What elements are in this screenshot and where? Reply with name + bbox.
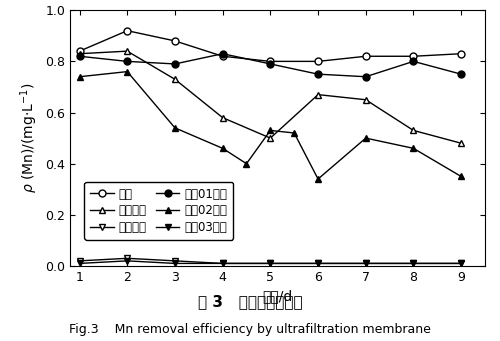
Legend: 原水, 曝气出水, 砂滤出水, 工色01出水, 工色02出水, 工色03出水: 原水, 曝气出水, 砂滤出水, 工色01出水, 工色02出水, 工色03出水 [84,182,233,240]
Text: Fig.3    Mn removal efficiency by ultrafiltration membrane: Fig.3 Mn removal efficiency by ultrafilt… [69,323,431,336]
X-axis label: 时间/d: 时间/d [262,290,292,303]
Text: 图 3   超滤的除锷效果: 图 3 超滤的除锷效果 [198,294,302,309]
Y-axis label: $\rho$ (Mn)/(mg·L$^{-1}$): $\rho$ (Mn)/(mg·L$^{-1}$) [18,83,40,193]
